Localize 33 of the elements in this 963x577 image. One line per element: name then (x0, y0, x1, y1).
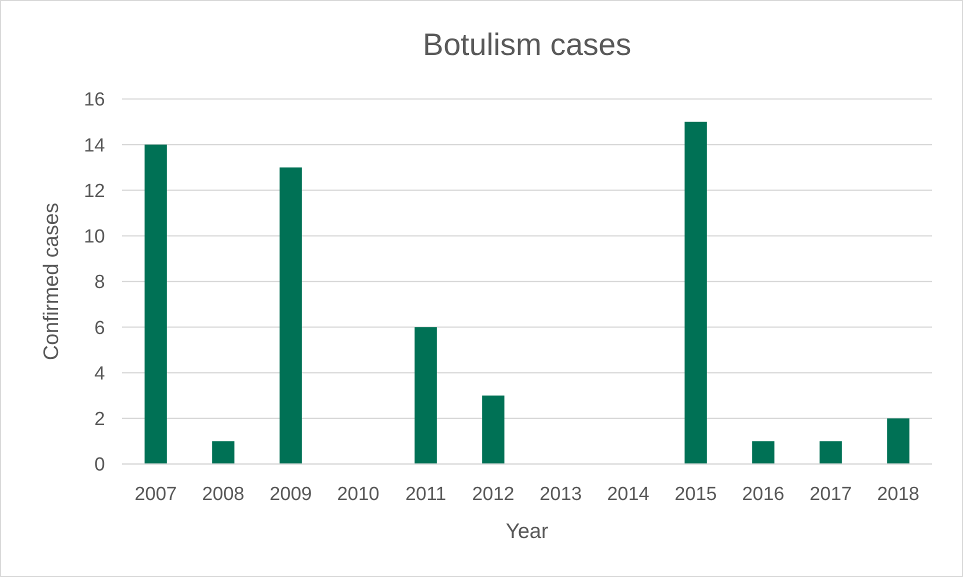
y-tick-label: 10 (84, 226, 105, 248)
bar (752, 441, 774, 464)
x-tick-label: 2013 (540, 484, 582, 505)
bar (887, 418, 910, 464)
y-axis-title: Confirmed cases (40, 202, 63, 360)
x-tick-label: 2009 (270, 484, 312, 505)
x-tick-label: 2014 (607, 484, 650, 505)
x-tick-label: 2007 (134, 484, 177, 505)
x-tick-label: 2010 (337, 484, 380, 505)
bar (280, 167, 302, 464)
bar (684, 122, 707, 464)
chart-title: Botulism cases (422, 27, 632, 62)
x-tick-label: 2017 (810, 484, 852, 505)
y-tick-label: 2 (94, 409, 105, 430)
y-tick-label: 12 (84, 180, 105, 202)
bar (482, 396, 504, 464)
x-tick-label: 2016 (742, 484, 784, 505)
bar (212, 441, 234, 464)
x-tick-label: 2012 (472, 484, 514, 505)
x-tick-label: 2018 (877, 484, 920, 505)
x-tick-label: 2011 (405, 484, 446, 505)
x-axis-title: Year (506, 520, 548, 543)
y-tick-label: 14 (84, 135, 106, 156)
bar (820, 441, 842, 464)
y-tick-label: 6 (94, 318, 105, 339)
bar (144, 144, 167, 464)
bar (414, 327, 437, 464)
x-tick-label: 2015 (674, 484, 717, 505)
y-tick-label: 8 (94, 272, 105, 294)
y-tick-label: 4 (94, 363, 106, 384)
y-tick-label: 16 (84, 90, 105, 111)
y-tick-label: 0 (94, 454, 105, 476)
x-tick-label: 2008 (202, 484, 244, 505)
